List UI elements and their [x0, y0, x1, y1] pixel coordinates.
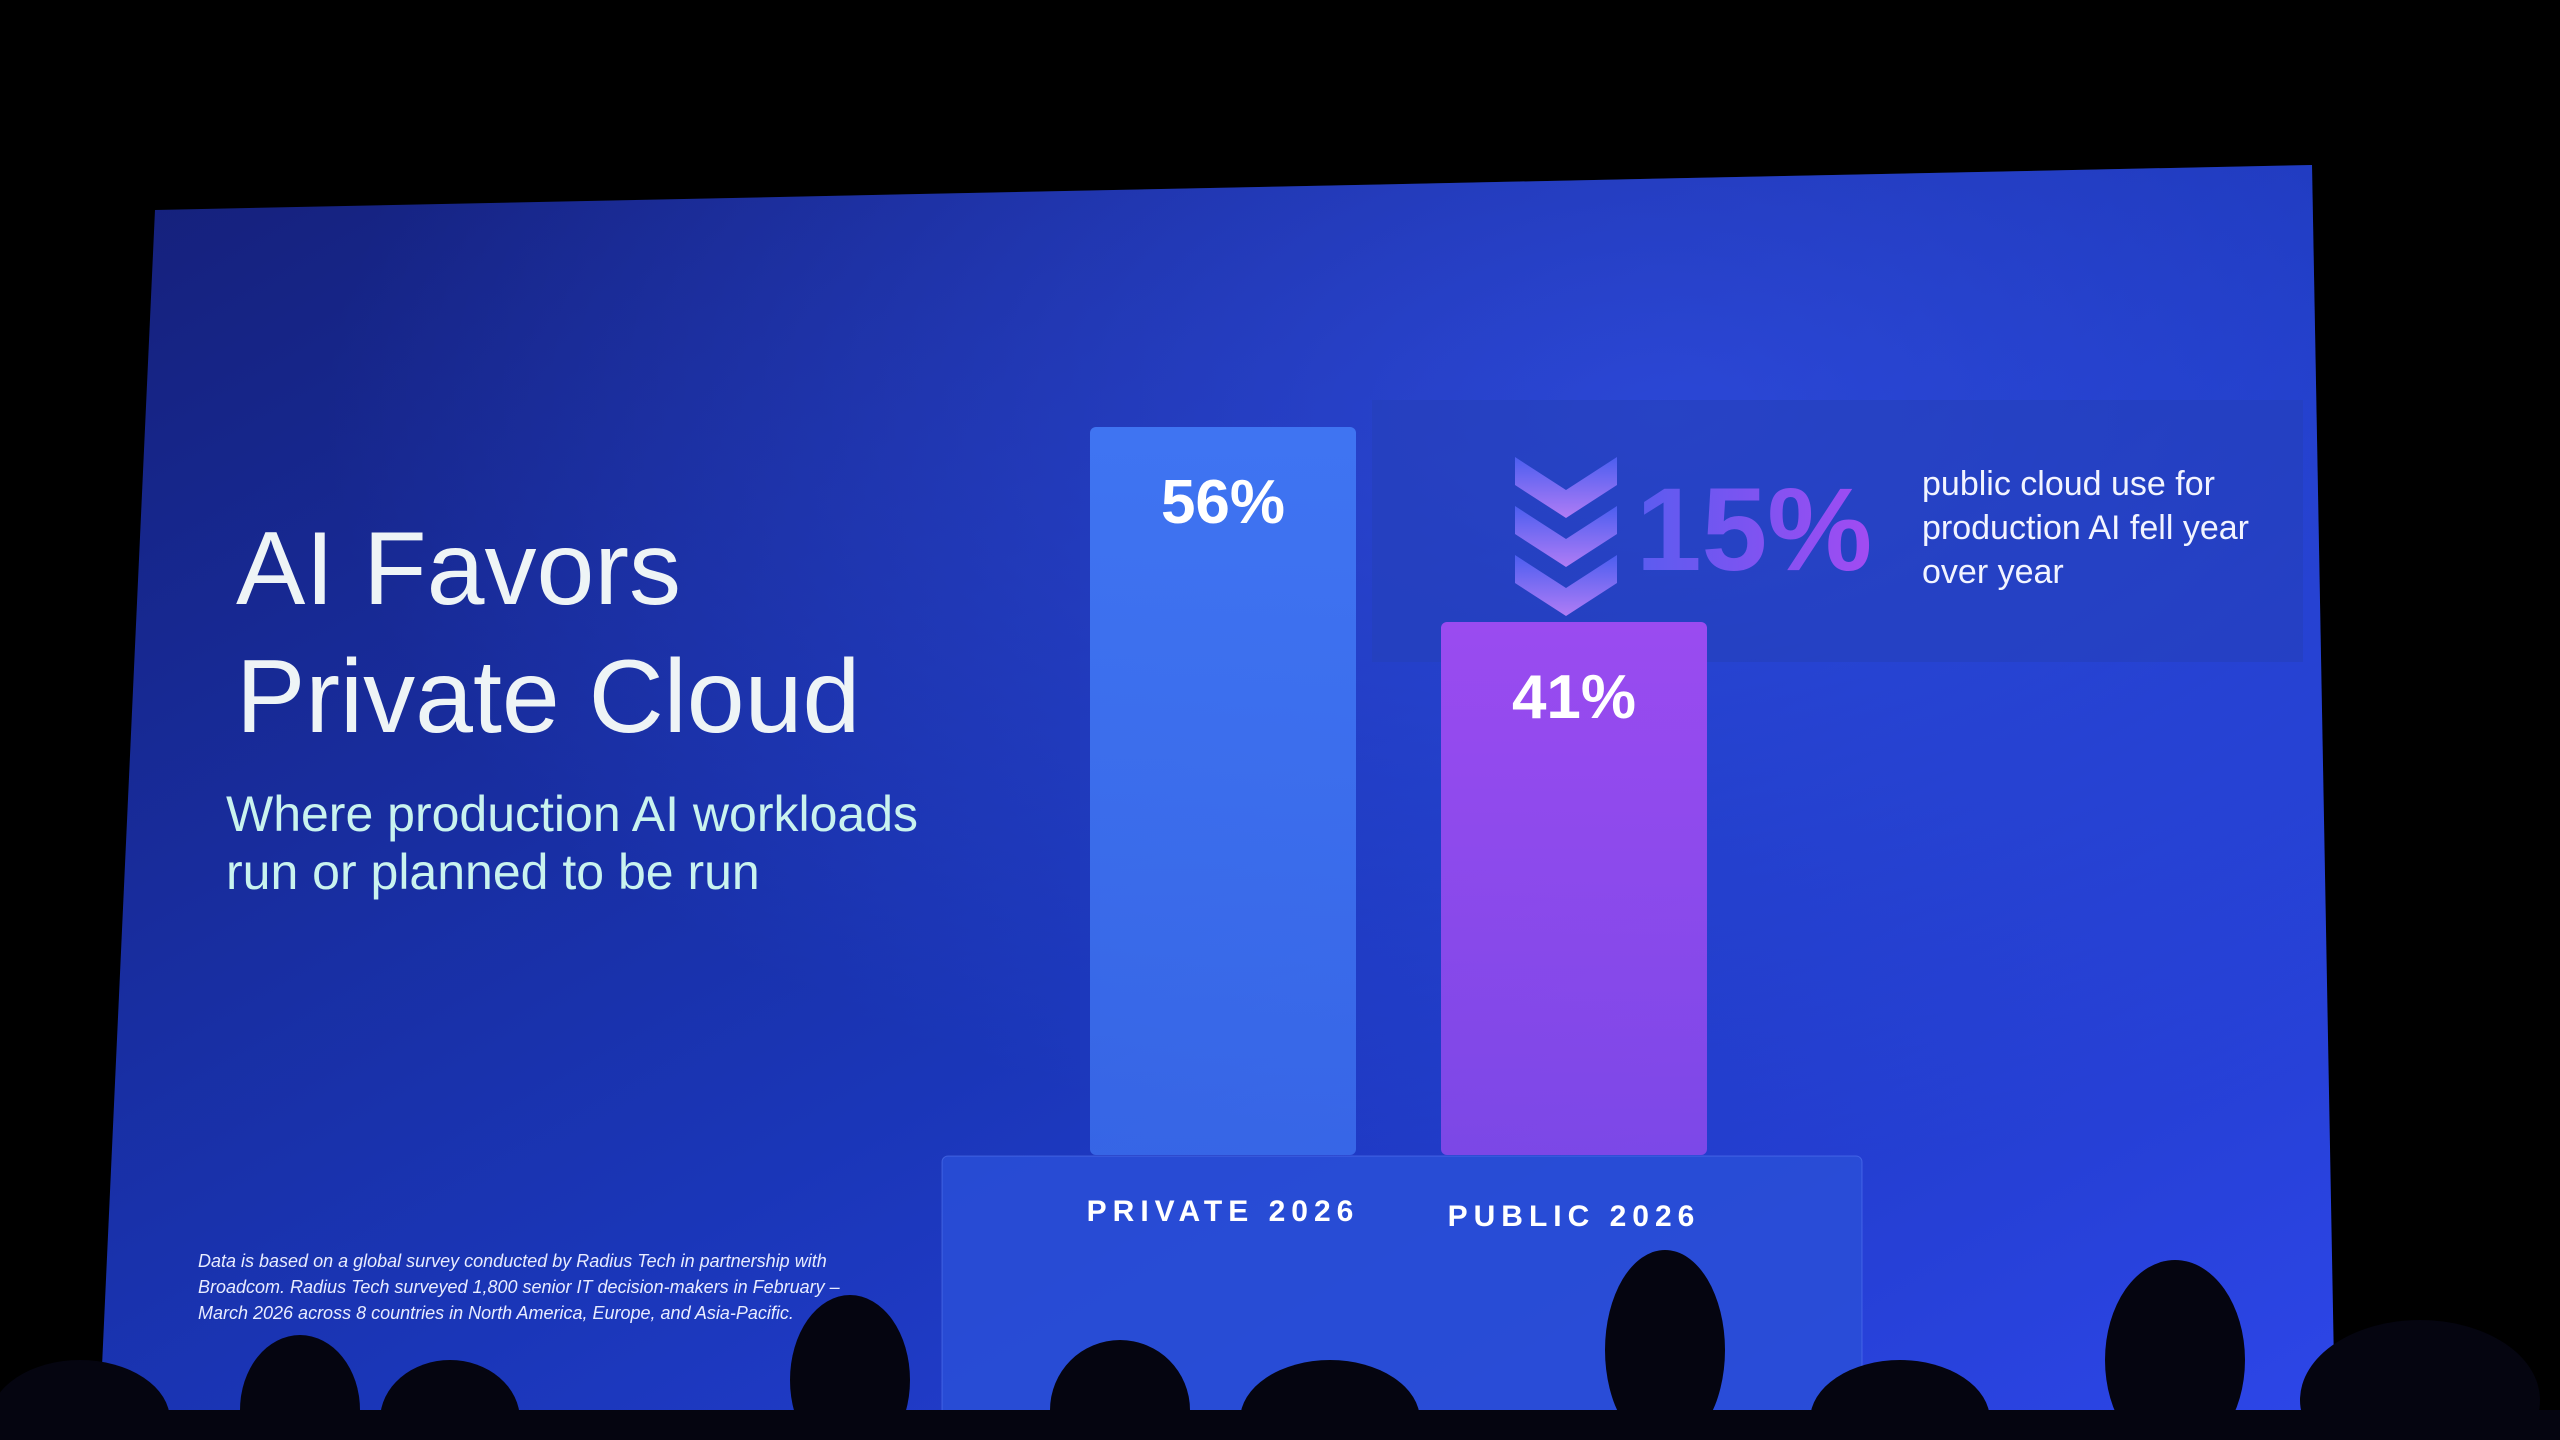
callout-text: public cloud use for production AI fell … [1922, 465, 2249, 591]
callout-figure: 15% [1636, 455, 1872, 605]
down-chevrons [1515, 457, 1617, 616]
chart-title: AI Favors Private Cloud [236, 511, 861, 755]
footnote: Data is based on a global survey conduct… [198, 1251, 840, 1323]
bars [1090, 427, 1707, 1155]
chart-subtitle: Where production AI workloads run or pla… [226, 786, 919, 900]
audience-silhouettes [0, 1250, 2560, 1440]
category-label: PRIVATE 2026 [1086, 1195, 1360, 1228]
bar [1441, 622, 1707, 1155]
value-label: 41% [1511, 663, 1637, 732]
bar [1090, 427, 1356, 1155]
category-label: PUBLIC 2026 [1447, 1200, 1701, 1233]
value-label: 56% [1160, 468, 1286, 537]
